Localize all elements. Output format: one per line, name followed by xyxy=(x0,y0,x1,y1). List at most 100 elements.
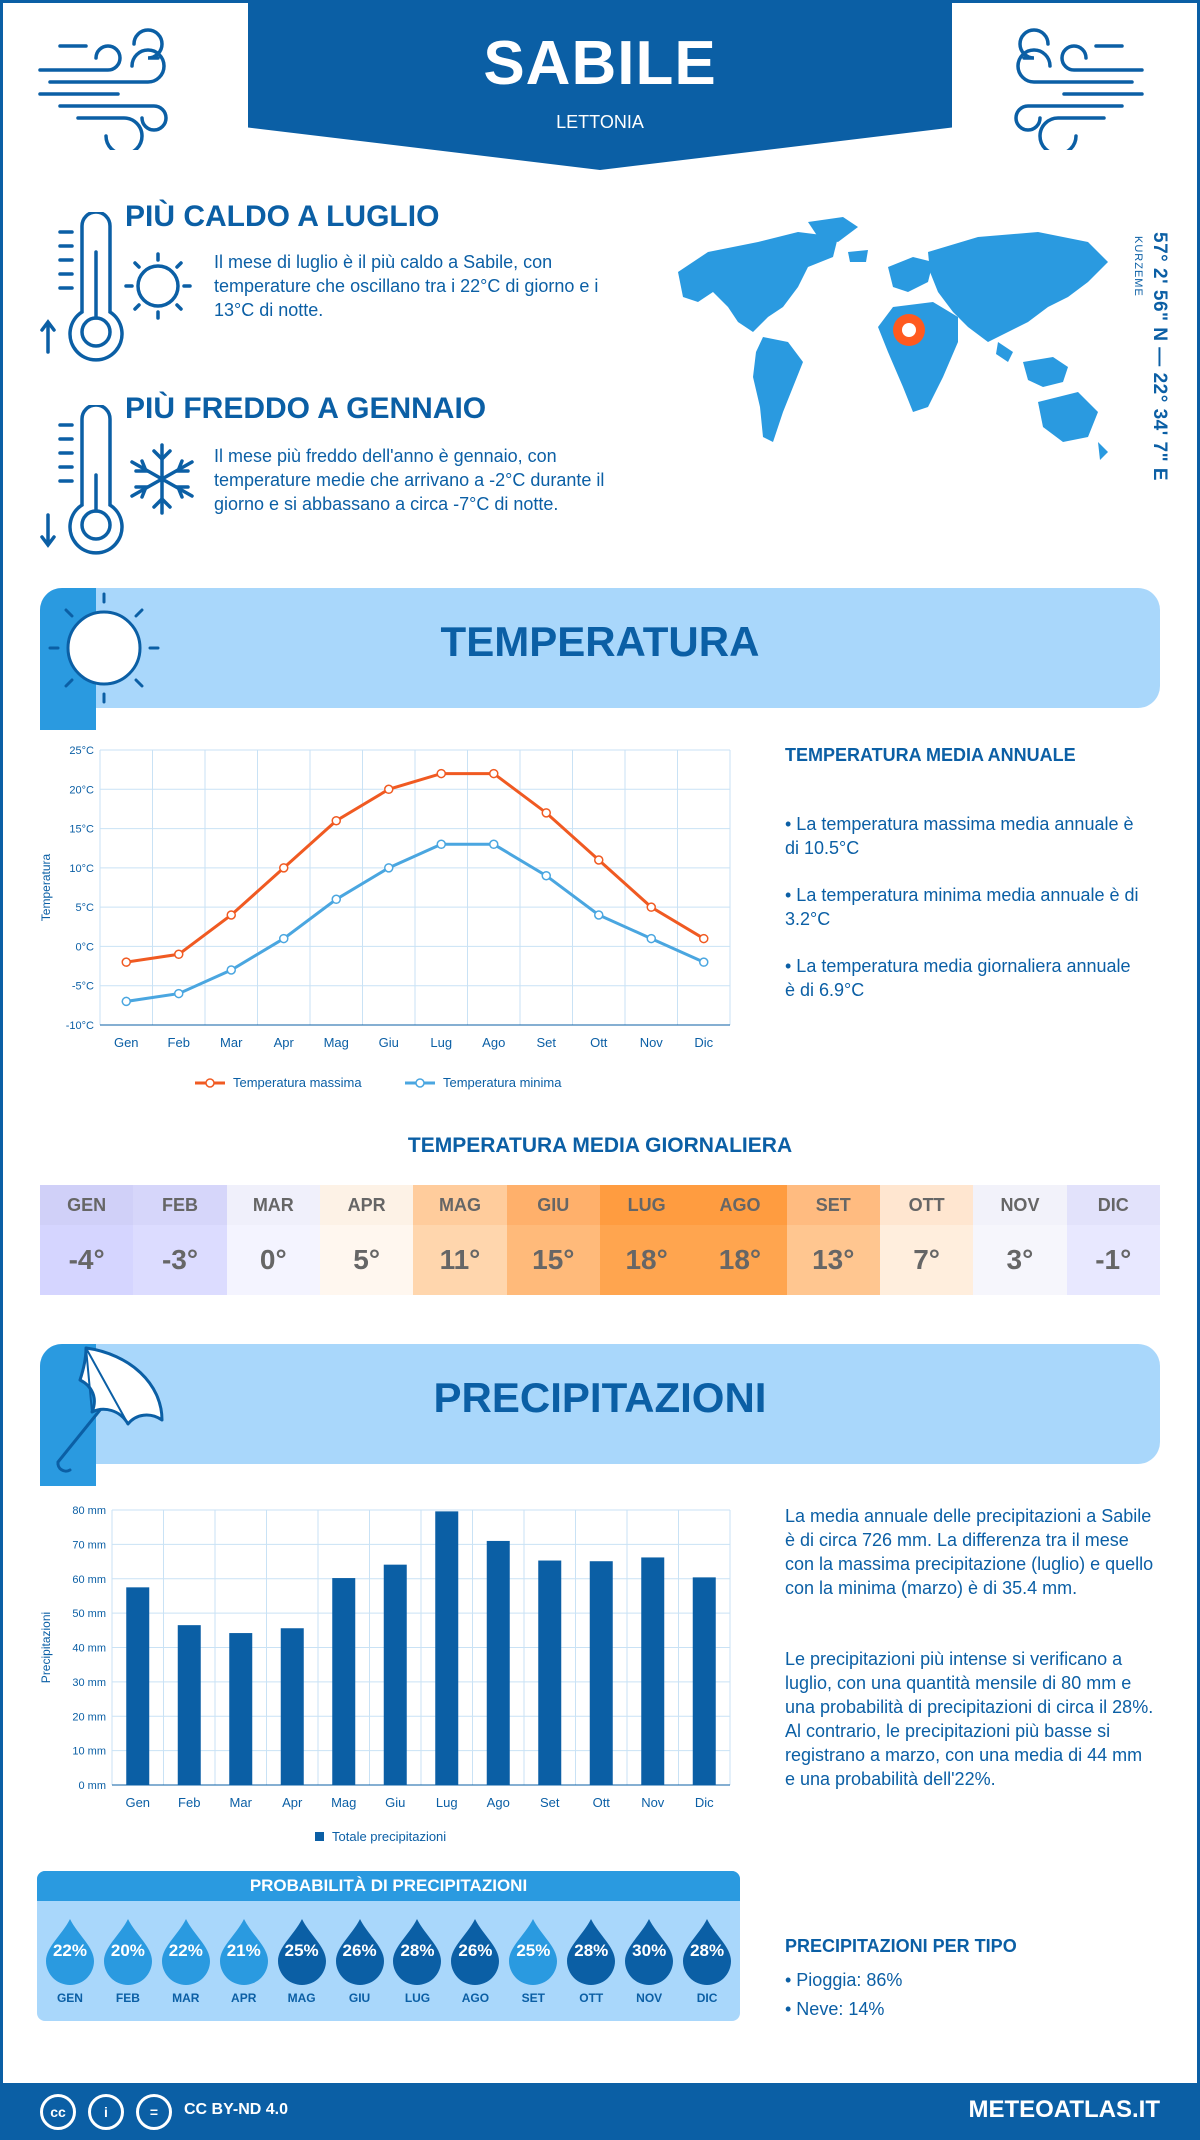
x-tick-label: Feb xyxy=(178,1795,200,1810)
x-tick-label: Set xyxy=(536,1035,556,1050)
daily-temp-value: 11° xyxy=(413,1225,507,1295)
data-point xyxy=(174,949,184,960)
data-point xyxy=(594,910,604,920)
data-point xyxy=(121,957,131,967)
y-tick-label: 25°C xyxy=(69,745,94,757)
precip-bar xyxy=(332,1578,356,1785)
probability-value: 30% xyxy=(632,1941,667,1960)
raindrop-icon xyxy=(103,1919,152,1985)
probability-drop: 28% DIC xyxy=(678,1917,736,2005)
probability-drop: 28% OTT xyxy=(562,1917,620,2005)
no-derivatives-icon: = xyxy=(136,2094,172,2130)
warmest-text: Il mese di luglio è il più caldo a Sabil… xyxy=(214,252,599,320)
thermometer-hot-icon xyxy=(40,212,192,362)
raindrop-icon xyxy=(625,1919,674,1985)
daily-temp-cell: GEN -4° xyxy=(40,1185,134,1295)
probability-value: 25% xyxy=(284,1941,319,1960)
daily-temp-month: LUG xyxy=(599,1185,694,1225)
y-tick-label: 30 mm xyxy=(72,1677,106,1689)
legend-label: Temperatura minima xyxy=(443,1075,562,1090)
temperature-title: TEMPERATURA xyxy=(440,618,760,665)
precip-bar xyxy=(589,1561,613,1785)
y-tick-label: 70 mm xyxy=(72,1539,106,1551)
raindrop-icon xyxy=(219,1919,268,1985)
x-tick-label: Mar xyxy=(230,1795,253,1810)
daily-temp-cell: LUG 18° xyxy=(599,1185,694,1295)
temperature-banner xyxy=(40,588,1160,708)
precip-bar xyxy=(383,1564,407,1785)
y-tick-label: 20 mm xyxy=(72,1711,106,1723)
y-tick-label: -5°C xyxy=(72,981,94,993)
sun-icon xyxy=(40,588,160,730)
probability-value: 28% xyxy=(400,1941,435,1960)
precip-bar xyxy=(692,1577,716,1785)
y-tick-label: -10°C xyxy=(66,1020,94,1032)
probability-value: 28% xyxy=(690,1941,725,1960)
probability-value: 26% xyxy=(458,1941,493,1960)
probability-drop: 26% AGO xyxy=(446,1917,504,2005)
daily-temp-value: -4° xyxy=(40,1225,134,1295)
daily-temp-cell: AGO 18° xyxy=(693,1185,787,1295)
daily-temp-month: GIU xyxy=(506,1185,600,1225)
data-point xyxy=(384,784,394,795)
daily-temp-month: AGO xyxy=(693,1185,787,1225)
y-tick-label: 80 mm xyxy=(72,1505,106,1517)
y-tick-label: 60 mm xyxy=(72,1574,106,1586)
data-point xyxy=(541,870,551,881)
x-tick-label: Nov xyxy=(641,1795,665,1810)
daily-temp-month: GEN xyxy=(40,1185,134,1225)
daily-temp-cell: GIU 15° xyxy=(506,1185,600,1295)
y-tick-label: 0°C xyxy=(76,941,95,953)
x-tick-label: Mag xyxy=(331,1795,356,1810)
daily-temp-value: 5° xyxy=(319,1225,414,1295)
daily-temp-cell: APR 5° xyxy=(319,1185,414,1295)
data-point xyxy=(279,863,289,873)
attribution-icon: i xyxy=(88,2094,124,2130)
probability-drop: 21% APR xyxy=(215,1917,273,2005)
coordinates: 57° 2' 56" N — 22° 34' 7" E xyxy=(1149,232,1170,482)
wind-icon-left xyxy=(38,28,168,150)
probability-value: 21% xyxy=(226,1941,261,1960)
x-tick-label: Feb xyxy=(168,1035,190,1050)
data-point xyxy=(699,933,709,944)
precipitation-title: PRECIPITAZIONI xyxy=(433,1374,767,1421)
y-tick-label: 15°C xyxy=(69,824,94,836)
daily-temp-value: 3° xyxy=(973,1225,1067,1295)
umbrella-rain-icon xyxy=(40,1344,164,1486)
precipitation-chart: 80 mm 70 mm 60 mm 50 mm 40 mm 30 mm 20 mm 10 mm… xyxy=(39,1505,731,1844)
cc-icon: cc xyxy=(40,2094,76,2130)
data-point xyxy=(594,855,604,865)
precipitation-paragraph-1: La media annuale delle precipitazioni a … xyxy=(785,1506,1154,1598)
data-point xyxy=(489,839,499,850)
wind-icon-right xyxy=(1014,28,1144,150)
y-tick-label: 10 mm xyxy=(72,1746,106,1758)
daily-temp-value: 18° xyxy=(693,1225,787,1295)
daily-temp-month: FEB xyxy=(133,1185,227,1225)
x-tick-label: Apr xyxy=(274,1035,295,1050)
precip-bar xyxy=(538,1560,562,1785)
precip-bar xyxy=(126,1587,150,1785)
y-tick-label: 10°C xyxy=(69,863,94,875)
precip-type-rain: • Pioggia: 86% xyxy=(785,1970,903,1990)
daily-temp-table: GEN -4° FEB -3° MAR 0° APR 5° MAG 11° GIU 15° LUG 18°… xyxy=(40,1185,1160,1295)
x-tick-label: Set xyxy=(540,1795,560,1810)
probability-month: APR xyxy=(231,1991,257,2005)
brand-link[interactable]: METEOATLAS.IT xyxy=(968,2096,1160,2123)
raindrop-icon xyxy=(567,1919,616,1985)
raindrop-icon xyxy=(683,1919,732,1985)
daily-temp-value: 15° xyxy=(506,1225,600,1295)
x-tick-label: Mar xyxy=(220,1035,243,1050)
probability-box: PROBABILITÀ DI PRECIPITAZIONI 22% GEN 20% F… xyxy=(37,1871,740,2021)
daily-temp-month: OTT xyxy=(879,1185,974,1225)
y-axis-label: Precipitazioni xyxy=(39,1612,53,1683)
x-tick-label: Ago xyxy=(487,1795,510,1810)
raindrop-icon xyxy=(161,1919,210,1985)
annual-temp-bullet-avg: • La temperatura media giornaliera annua… xyxy=(785,956,1131,1000)
x-tick-label: Giu xyxy=(379,1035,399,1050)
data-point xyxy=(331,894,341,905)
x-tick-label: Ott xyxy=(590,1035,608,1050)
probability-month: FEB xyxy=(115,1991,140,2005)
precip-bar xyxy=(641,1557,665,1785)
data-point xyxy=(174,988,184,999)
data-point xyxy=(384,863,394,873)
